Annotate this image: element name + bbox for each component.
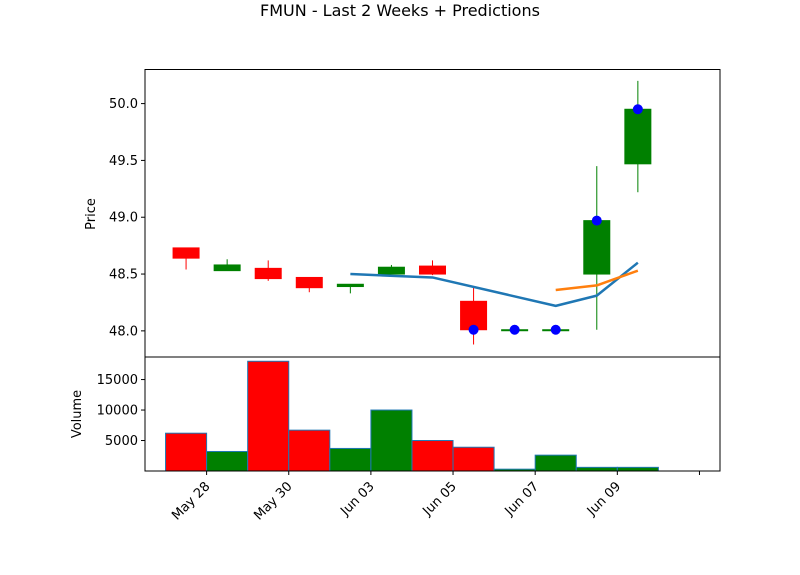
price-y-tick-label: 50.0: [109, 97, 138, 112]
prediction-line: [350, 261, 639, 308]
volume-bar: [534, 454, 577, 472]
price-y-tick-label: 48.0: [109, 324, 138, 339]
candle-body: [419, 265, 446, 275]
volume-bar: [370, 409, 413, 472]
candle-body: [172, 247, 200, 259]
volume-bar: [329, 447, 372, 472]
price-y-axis: 48.0 48.5 49.0 49.5 50.0: [109, 97, 145, 339]
candle-body: [336, 283, 364, 288]
price-y-tick-label: 48.5: [109, 268, 138, 283]
volume-bar: [411, 440, 454, 472]
predicted-point: [632, 104, 643, 115]
candle-body: [254, 267, 282, 280]
volume-y-tick-label: 5000: [105, 434, 138, 449]
price-panel: 48.0 48.5 49.0 49.5 50.0 Price: [84, 69, 721, 358]
volume-y-tick-label: 15000: [97, 373, 138, 388]
volume-y-axis: 5000 10000 15000: [97, 373, 145, 449]
volume-bar: [575, 466, 618, 472]
candle-body: [377, 266, 405, 275]
price-y-axis-label: Price: [84, 198, 99, 230]
volume-marks: [165, 360, 659, 472]
volume-bar: [165, 432, 208, 472]
candle-body: [213, 264, 241, 272]
volume-panel-frame: [144, 356, 721, 472]
volume-bar: [616, 466, 659, 472]
volume-bar: [247, 360, 290, 472]
volume-bar: [206, 450, 249, 472]
price-y-tick-label: 49.0: [109, 211, 138, 226]
predicted-point: [591, 215, 602, 226]
volume-panel: 5000 10000 15000 Volume: [70, 356, 721, 472]
predicted-point: [468, 324, 479, 335]
candle-body: [295, 276, 323, 289]
predicted-point: [509, 324, 520, 335]
prediction-line: [555, 269, 639, 292]
volume-bar: [288, 429, 331, 472]
candle-body: [583, 220, 611, 275]
candle-body: [624, 108, 652, 165]
chart-title: FMUN - Last 2 Weeks + Predictions: [260, 1, 540, 20]
volume-y-axis-label: Volume: [70, 390, 85, 438]
volume-bar: [452, 446, 495, 472]
price-marks: [172, 80, 652, 345]
price-y-tick-label: 49.5: [109, 154, 138, 169]
volume-y-tick-label: 10000: [97, 404, 138, 419]
predicted-point: [550, 324, 561, 335]
